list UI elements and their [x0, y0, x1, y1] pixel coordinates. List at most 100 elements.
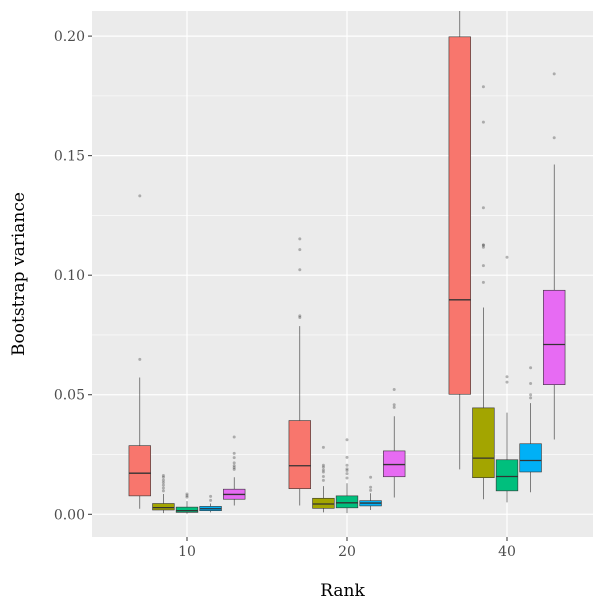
outlier-point: [481, 243, 485, 247]
outlier-point: [345, 476, 349, 480]
outlier-point: [185, 492, 189, 496]
box-iqr: [128, 445, 151, 497]
outlier-point: [138, 194, 142, 198]
outlier-point: [298, 268, 302, 272]
box-10-series-1: [128, 194, 151, 509]
outlier-point: [529, 393, 533, 397]
outlier-point: [345, 469, 349, 473]
box-20-series-3: [335, 438, 359, 514]
outlier-point: [209, 494, 213, 498]
outlier-point: [345, 463, 349, 467]
box-iqr: [472, 407, 495, 479]
outlier-point: [529, 396, 533, 400]
box-40-series-1: [448, 11, 471, 470]
outlier-point: [321, 468, 325, 472]
outlier-point: [392, 405, 396, 409]
outlier-point: [232, 456, 236, 460]
outlier-point: [345, 472, 349, 476]
outlier-point: [232, 435, 236, 439]
outlier-point: [161, 474, 165, 478]
box-20-series-5: [383, 387, 406, 498]
outlier-point: [298, 316, 302, 320]
outlier-point: [232, 464, 236, 468]
outlier-point: [138, 357, 142, 361]
outlier-point: [321, 478, 325, 482]
major-gridlines: [92, 11, 593, 537]
box-10-series-5: [223, 435, 246, 506]
box-40-series-4: [519, 366, 542, 493]
outlier-point: [505, 380, 509, 384]
outlier-point: [321, 445, 325, 449]
box-iqr: [448, 36, 471, 395]
box-40-series-3: [495, 255, 519, 503]
outlier-point: [481, 264, 485, 268]
x-axis-title: Rank: [320, 581, 365, 601]
box-10-series-2: [152, 474, 175, 514]
x-tick-label: 10: [178, 544, 196, 560]
outlier-point: [369, 485, 373, 489]
outlier-point: [505, 375, 509, 379]
y-axis-ticks: 0.00 0.05 0.10 0.15 0.20: [54, 29, 92, 523]
box-iqr: [519, 443, 542, 473]
box-series: [128, 11, 566, 514]
box-iqr: [383, 450, 406, 478]
minor-gridlines: [92, 95, 593, 455]
y-tick-label: 0.15: [54, 149, 85, 165]
outlier-point: [232, 467, 236, 471]
outlier-point: [345, 467, 349, 471]
outlier-point: [161, 489, 165, 493]
box-10-series-4: [199, 494, 222, 513]
outlier-point: [185, 495, 189, 499]
outlier-point: [392, 403, 396, 407]
outlier-point: [481, 243, 485, 247]
plot-panel: [92, 11, 593, 537]
box-iqr: [335, 495, 359, 509]
outlier-point: [321, 465, 325, 469]
outlier-point: [345, 438, 349, 442]
y-tick-label: 0.00: [54, 507, 85, 523]
y-tick-label: 0.10: [54, 268, 85, 284]
outlier-point: [481, 245, 485, 249]
y-tick-label: 0.05: [54, 388, 85, 404]
box-iqr: [175, 506, 199, 513]
x-axis-ticks: 10 20 40: [178, 537, 516, 560]
outlier-point: [481, 120, 485, 124]
outlier-point: [529, 382, 533, 386]
box-20-series-1: [288, 237, 311, 506]
outlier-point: [161, 475, 165, 479]
outlier-point: [209, 498, 213, 502]
box-40-series-2: [472, 85, 495, 500]
box-iqr: [543, 289, 566, 385]
box-iqr: [312, 497, 335, 509]
box-20-series-4: [359, 475, 382, 510]
outlier-point: [321, 470, 325, 474]
outlier-point: [481, 206, 485, 210]
box-20-series-2: [312, 445, 335, 513]
outlier-point: [298, 248, 302, 252]
outlier-point: [505, 255, 509, 259]
outlier-point: [161, 480, 165, 484]
outlier-point: [232, 466, 236, 470]
outlier-point: [369, 488, 373, 492]
outlier-point: [161, 478, 165, 482]
outlier-point: [232, 461, 236, 465]
outlier-point: [185, 494, 189, 498]
outlier-point: [369, 475, 373, 479]
outlier-point: [298, 314, 302, 318]
box-10-series-3: [175, 492, 199, 514]
x-tick-label: 20: [338, 544, 356, 560]
outlier-point: [161, 483, 165, 487]
x-tick-label: 40: [498, 544, 516, 560]
outlier-point: [232, 451, 236, 455]
y-axis-title: Bootstrap variance: [9, 192, 29, 356]
box-iqr: [288, 420, 311, 490]
outlier-point: [552, 136, 556, 140]
box-40-series-5: [543, 72, 566, 440]
box-iqr: [152, 503, 175, 511]
outlier-point: [529, 366, 533, 370]
outlier-point: [552, 72, 556, 76]
outlier-point: [392, 387, 396, 391]
outlier-point: [345, 455, 349, 459]
outlier-point: [161, 486, 165, 490]
